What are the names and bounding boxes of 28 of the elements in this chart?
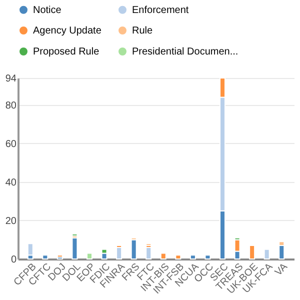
bar [160,252,166,260]
bar [72,237,78,260]
y-tick-label: 60 [5,138,17,150]
legend-label: Rule [132,26,154,36]
bar [249,245,256,260]
x-tick-label: VA [273,261,290,278]
bar [278,245,285,260]
bar [130,239,137,260]
bar [264,248,270,260]
legend-label: Enforcement [132,4,189,16]
legend-label: Notice [33,4,62,16]
bar [204,254,211,260]
y-tick-label: 0 [10,254,17,266]
bar [116,246,122,260]
y-tick-label: 40 [5,177,17,188]
y-tick-label: 94 [5,74,17,84]
bar [101,252,108,260]
bar [146,246,152,260]
bar [175,254,182,260]
bar [86,252,92,260]
bar [42,254,48,260]
bar [27,243,34,256]
y-tick-label: 20 [5,216,17,227]
legend-label: Presidential Documen... [132,46,238,58]
y-tick-label: 80 [5,100,17,112]
bar [190,254,196,260]
legend-label: Agency Update [33,26,102,36]
legend-label: Proposed Rule [33,46,100,58]
